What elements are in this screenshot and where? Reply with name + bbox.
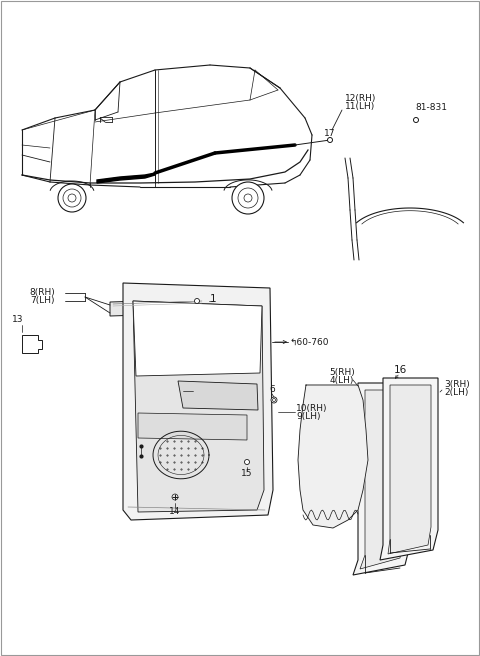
Text: 6: 6 [269,386,275,394]
Circle shape [273,398,276,401]
Text: 14: 14 [169,508,180,516]
Text: 81-831: 81-831 [415,104,447,112]
Text: 16: 16 [394,365,407,375]
Polygon shape [360,390,403,569]
Text: 9(LH): 9(LH) [296,411,321,420]
Polygon shape [388,385,431,554]
Text: 5(RH): 5(RH) [329,367,355,377]
Polygon shape [22,335,42,353]
Circle shape [413,117,419,123]
Text: 13: 13 [12,316,24,325]
Text: 12(RH): 12(RH) [345,94,376,102]
Text: 15: 15 [241,468,253,478]
Circle shape [68,194,76,202]
Polygon shape [353,383,410,575]
Text: 10(RH): 10(RH) [296,403,327,413]
Polygon shape [298,385,368,528]
Text: ↰60-760: ↰60-760 [290,337,329,346]
Polygon shape [178,381,258,410]
Circle shape [58,184,86,212]
Text: 8(RH): 8(RH) [29,289,55,298]
Text: 4(LH): 4(LH) [330,375,354,384]
Text: 3(RH): 3(RH) [444,380,470,390]
Polygon shape [110,299,205,316]
Polygon shape [97,173,155,183]
Text: 1: 1 [210,294,216,304]
Text: 17: 17 [324,129,336,138]
Polygon shape [380,378,438,560]
Text: 7(LH): 7(LH) [30,297,54,306]
Circle shape [232,182,264,214]
Circle shape [244,194,252,202]
Circle shape [327,138,333,142]
Polygon shape [133,301,264,512]
Circle shape [194,298,200,304]
Circle shape [271,397,277,403]
Polygon shape [133,301,262,376]
Circle shape [244,459,250,464]
Polygon shape [138,413,247,440]
Text: 2(LH): 2(LH) [444,388,468,398]
Circle shape [63,189,81,207]
Text: 11(LH): 11(LH) [345,102,375,110]
Circle shape [238,188,258,208]
Polygon shape [123,283,273,520]
